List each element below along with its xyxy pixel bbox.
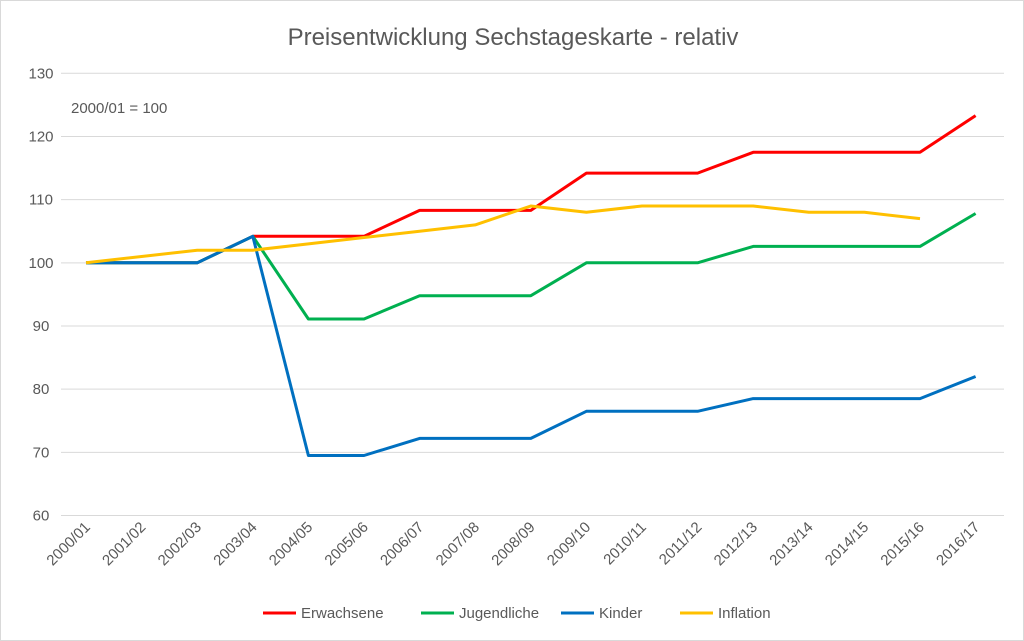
- x-tick-label: 2011/12: [656, 519, 706, 569]
- y-tick-label: 70: [33, 444, 50, 461]
- legend-item: Kinder: [561, 605, 642, 622]
- y-tick-label: 90: [33, 318, 50, 335]
- legend-item: Jugendliche: [421, 605, 539, 622]
- x-tick-label: 2000/01: [43, 519, 93, 569]
- x-tick-label: 2004/05: [266, 519, 316, 569]
- x-tick-label: 2001/02: [99, 519, 149, 569]
- x-tick-label: 2003/04: [210, 519, 260, 569]
- x-tick-label: 2002/03: [155, 519, 205, 569]
- x-tick-label: 2014/15: [822, 519, 872, 569]
- x-tick-label: 2006/07: [377, 519, 427, 569]
- legend-item: Inflation: [680, 605, 771, 622]
- x-tick-label: 2012/13: [711, 519, 761, 569]
- y-tick-label: 130: [28, 65, 53, 82]
- y-tick-label: 110: [29, 192, 53, 209]
- legend-label: Erwachsene: [301, 605, 384, 622]
- y-tick-label: 80: [33, 381, 50, 398]
- x-tick-label: 2016/17: [933, 519, 983, 569]
- y-tick-label: 120: [28, 128, 53, 145]
- series-line-jugendliche: [86, 212, 977, 321]
- legend-item: Erwachsene: [263, 605, 384, 622]
- y-tick-label: 100: [28, 255, 53, 272]
- x-tick-label: 2007/08: [433, 519, 483, 569]
- legend-label: Kinder: [599, 605, 642, 622]
- x-tick-label: 2009/10: [544, 519, 594, 569]
- series-line-inflation: [85, 204, 921, 265]
- x-tick-label: 2005/06: [321, 519, 371, 569]
- series-line-erwachsene: [86, 114, 977, 265]
- chart-title: Preisentwicklung Sechstageskarte - relat…: [288, 24, 739, 51]
- x-tick-label: 2008/09: [488, 519, 538, 569]
- x-tick-label: 2013/14: [766, 519, 816, 569]
- legend-label: Jugendliche: [459, 605, 539, 622]
- chart-annotation: 2000/01 = 100: [71, 100, 167, 117]
- x-tick-label: 2015/16: [877, 519, 927, 569]
- legend-label: Inflation: [718, 605, 771, 622]
- y-tick-label: 60: [33, 508, 50, 525]
- series-line-kinder: [86, 234, 977, 457]
- x-tick-label: 2010/11: [600, 519, 650, 569]
